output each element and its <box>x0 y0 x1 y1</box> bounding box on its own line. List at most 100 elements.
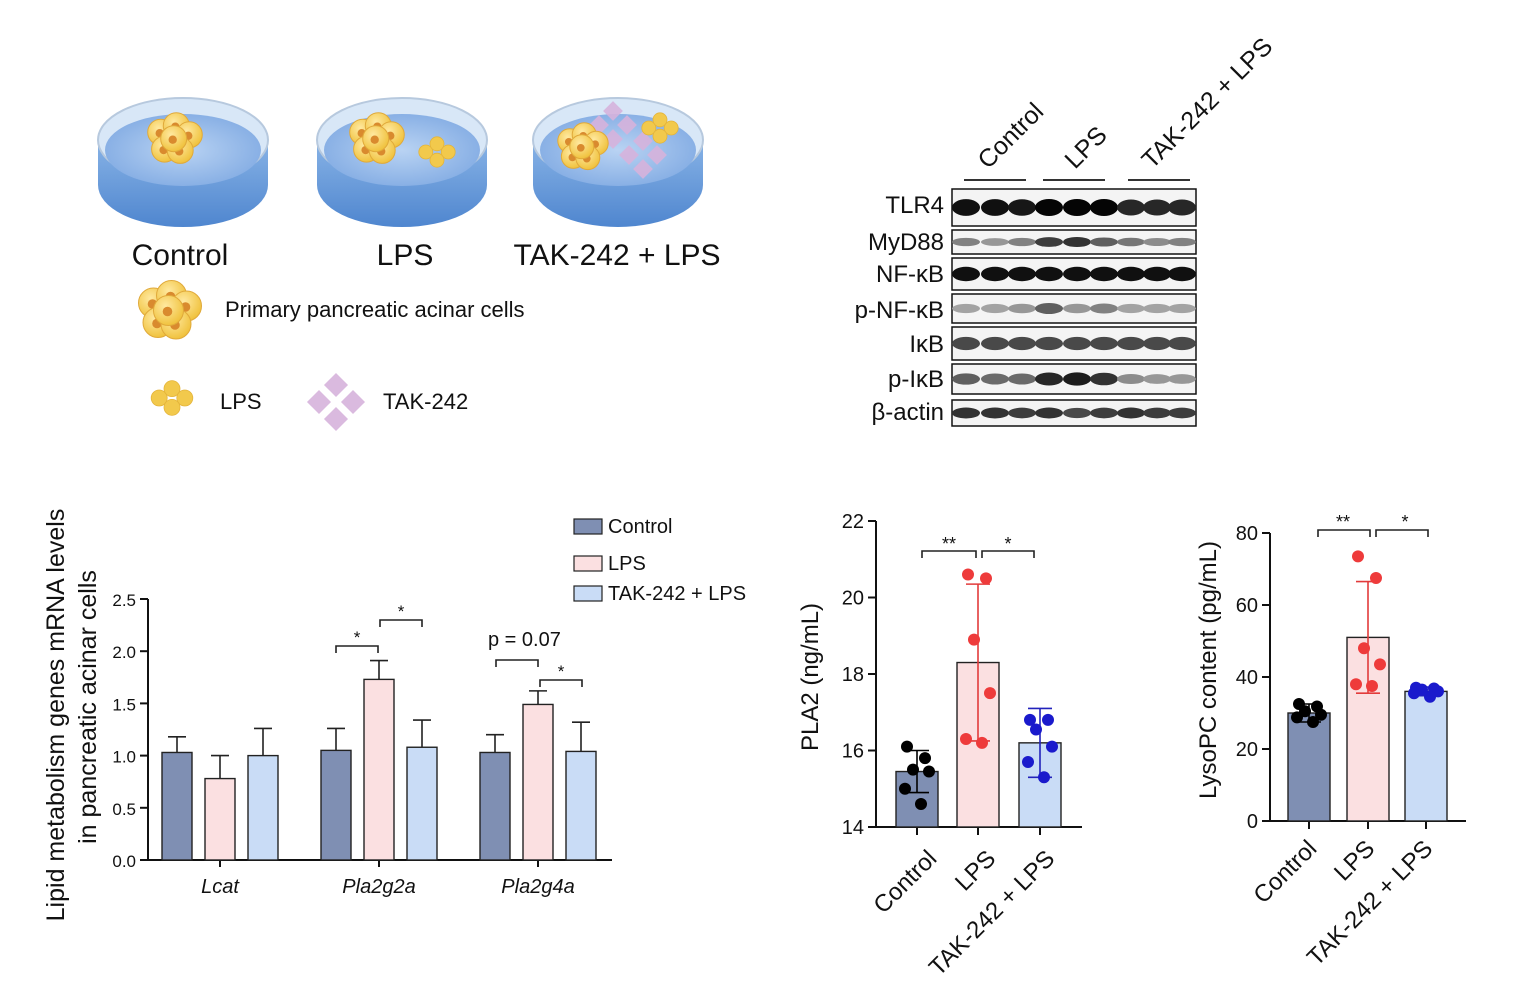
mrna-bar-1-0 <box>204 777 236 861</box>
pla2-ytick-3: 20 <box>842 588 864 610</box>
blot-band-5-0 <box>952 373 980 385</box>
sig-pvalue-pla2g4a: p = 0.07 <box>488 629 561 651</box>
dish-lps-lps-dot-3 <box>429 152 445 168</box>
pla2-point-1-3 <box>984 687 996 700</box>
mrna-bar-2-0 <box>247 754 279 861</box>
lysopc-ytick-0: 0 <box>1247 811 1258 833</box>
pla2-ytick-1: 16 <box>842 741 864 763</box>
blot-band-2-3 <box>1035 266 1063 282</box>
sig-star-pla2g2a-2: * <box>398 602 405 621</box>
blot-band-5-2 <box>1008 373 1036 385</box>
blot-band-2-0 <box>952 266 980 282</box>
pla2-point-1-1 <box>980 572 992 585</box>
pla2-ytick-0: 14 <box>842 817 864 839</box>
sig-bracket-pla2g4a-1 <box>495 659 539 667</box>
pla2-ytick-4: 22 <box>842 511 864 533</box>
pla2-point-2-3 <box>1046 740 1058 753</box>
blot-band-6-0 <box>952 407 980 419</box>
blot-row-2 <box>951 257 1197 291</box>
blot-band-0-7 <box>1143 199 1171 216</box>
dish-lps-lps-dot-2 <box>440 144 456 160</box>
lysopc-point-0-5 <box>1307 716 1319 728</box>
legend-tak-diamond-3 <box>323 406 349 432</box>
blot-band-5-5 <box>1090 372 1118 386</box>
mrna-bar-0-2 <box>479 751 511 861</box>
blot-label-p-ikb: p-IκB <box>888 366 944 393</box>
blot-band-0-4 <box>1063 198 1091 217</box>
pla2-point-0-1 <box>919 752 931 765</box>
pla2-point-1-0 <box>962 568 974 581</box>
lysopc-xtick-lps: LPS <box>1329 835 1380 886</box>
blot-band-6-8 <box>1168 407 1196 419</box>
lysopc-sig-1: ** <box>1336 512 1350 532</box>
blot-row-5 <box>951 363 1197 395</box>
blot-row-3 <box>951 293 1197 324</box>
mrna-category-pla2g2a: Pla2g2a <box>342 876 415 898</box>
dish-tak <box>532 97 704 227</box>
blot-label-p-nfkb: p-NF-κB <box>855 297 944 324</box>
legend-swatch-tak-lps <box>573 585 603 602</box>
blot-row-0 <box>951 188 1197 227</box>
lysopc-ytick-1: 20 <box>1236 739 1258 761</box>
legend-label-lps: LPS <box>608 553 646 575</box>
pla2-point-2-5 <box>1038 771 1050 784</box>
blot-label-ikb: IκB <box>909 331 944 358</box>
legend-tak-label: TAK-242 <box>383 389 468 414</box>
pla2-sig-bracket-1 <box>921 550 977 558</box>
blot-band-5-6 <box>1117 373 1145 385</box>
lysopc-point-0-4 <box>1291 711 1303 724</box>
mrna-plot-area: 0.0 0.5 1.0 1.5 2.0 2.5 <box>112 591 612 871</box>
sig-star-pla2g4a-2: * <box>558 662 565 681</box>
blot-band-0-6 <box>1117 199 1145 216</box>
acinar-cell-icon <box>138 280 202 340</box>
sig-bracket-pla2g4a-2 <box>539 679 583 687</box>
pla2-point-0-4 <box>899 782 911 795</box>
mrna-legend: Control LPS TAK-242 + LPS <box>573 516 746 605</box>
legend-label-control: Control <box>608 516 672 538</box>
legend-swatch-control <box>573 518 603 535</box>
blot-band-2-4 <box>1063 266 1091 282</box>
legend-tak-diamond-0 <box>323 372 349 398</box>
blot-band-2-7 <box>1143 266 1171 282</box>
blot-band-3-2 <box>1008 303 1036 314</box>
blot-row-6 <box>951 399 1197 427</box>
blot-band-1-7 <box>1143 237 1171 247</box>
mrna-ytick-2: 1.0 <box>112 748 136 767</box>
blot-band-4-1 <box>981 336 1009 351</box>
mrna-bar-0-1 <box>320 749 352 861</box>
lysopc-point-1-3 <box>1374 658 1386 671</box>
blot-band-4-6 <box>1117 336 1145 351</box>
dish-lps-medium <box>324 114 480 186</box>
lysopc-sig-bracket-1 <box>1317 529 1371 537</box>
pla2-xtick-lps: LPS <box>950 845 1001 896</box>
mrna-bar-1-2 <box>522 703 554 861</box>
dish-lps-lps-dot-1 <box>429 136 445 152</box>
dish-control <box>97 97 269 227</box>
blot-band-4-8 <box>1168 336 1196 351</box>
mrna-ytick-0: 0.0 <box>112 852 136 871</box>
legend-lps-dot-2 <box>176 389 194 407</box>
lysopc-point-1-2 <box>1358 642 1370 655</box>
pla2-plot-area: 14 16 18 20 22 <box>842 511 1082 839</box>
blot-label-beta-actin: β-actin <box>872 399 945 426</box>
blot-band-0-5 <box>1090 198 1118 217</box>
sig-star-pla2g2a-1: * <box>354 628 361 647</box>
dish-label-tak-lps: TAK-242 + LPS <box>513 239 720 272</box>
blot-band-6-7 <box>1143 407 1171 419</box>
dish-lps-lps-dot-0 <box>418 144 434 160</box>
lysopc-sig-bracket-2 <box>1375 529 1429 537</box>
blot-band-3-7 <box>1143 303 1171 314</box>
legend-acinar-label: Primary pancreatic acinar cells <box>225 297 525 322</box>
blot-band-2-8 <box>1168 266 1196 282</box>
blot-band-3-6 <box>1117 303 1145 314</box>
petri-dishes <box>97 97 704 227</box>
lysopc-point-1-0 <box>1352 550 1364 563</box>
blot-band-3-5 <box>1090 303 1118 314</box>
lysopc-ytick-4: 80 <box>1236 523 1258 545</box>
blot-label-tlr4: TLR4 <box>885 192 944 219</box>
legend-label-tak-lps: TAK-242 + LPS <box>608 583 746 605</box>
blot-band-0-1 <box>981 199 1009 216</box>
mrna-category-pla2g4a: Pla2g4a <box>501 876 574 898</box>
blot-band-6-6 <box>1117 407 1145 419</box>
blot-band-0-8 <box>1168 199 1196 216</box>
